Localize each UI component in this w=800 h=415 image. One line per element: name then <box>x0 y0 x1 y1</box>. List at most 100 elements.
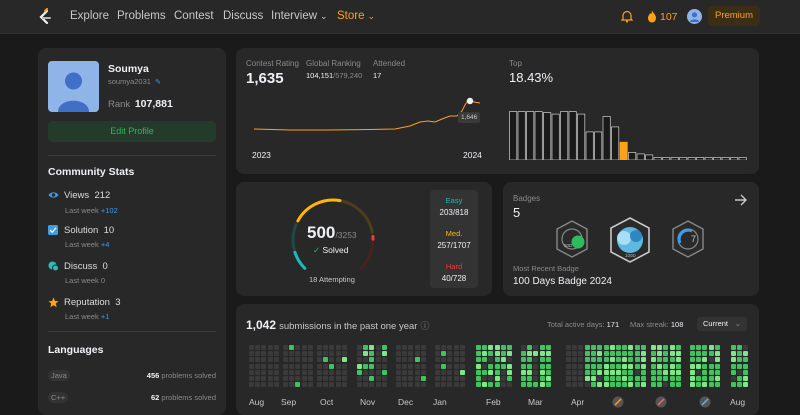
heatmap-cell[interactable] <box>628 369 634 375</box>
heatmap-cell[interactable] <box>494 376 500 381</box>
heatmap-cell[interactable] <box>743 351 749 357</box>
heatmap-cell[interactable] <box>335 382 341 388</box>
heatmap-cell[interactable] <box>533 363 539 369</box>
heatmap-cell[interactable] <box>453 382 459 388</box>
heatmap-cell[interactable] <box>545 351 551 357</box>
heatmap-cell[interactable] <box>566 357 571 363</box>
heatmap-cell[interactable] <box>578 357 584 363</box>
heatmap-cell[interactable] <box>441 357 447 363</box>
heatmap-cell[interactable] <box>494 351 500 357</box>
heatmap-cell[interactable] <box>482 376 488 381</box>
heatmap-cell[interactable] <box>663 351 669 357</box>
heatmap-cell[interactable] <box>335 345 341 350</box>
heatmap-cell[interactable] <box>539 376 545 381</box>
heatmap-cell[interactable] <box>651 357 656 363</box>
heatmap-cell[interactable] <box>273 376 279 381</box>
heatmap-cell[interactable] <box>482 382 488 388</box>
heatmap-cell[interactable] <box>609 357 615 363</box>
heatmap-cell[interactable] <box>622 345 628 350</box>
heatmap-cell[interactable] <box>441 376 447 381</box>
heatmap-cell[interactable] <box>414 382 420 388</box>
heatmap-cell[interactable] <box>369 369 375 375</box>
heatmap-cell[interactable] <box>578 369 584 375</box>
heatmap-cell[interactable] <box>341 351 347 357</box>
heatmap-cell[interactable] <box>622 369 628 375</box>
avatar[interactable] <box>687 9 702 24</box>
badge-icon[interactable]: 100D <box>608 216 652 264</box>
heatmap-cell[interactable] <box>396 357 401 363</box>
nav-explore[interactable]: Explore <box>70 10 109 22</box>
heatmap-cell[interactable] <box>307 369 313 375</box>
heatmap-cell[interactable] <box>545 369 551 375</box>
heatmap-cell[interactable] <box>651 345 656 350</box>
heatmap-cell[interactable] <box>743 363 749 369</box>
heatmap-cell[interactable] <box>500 369 506 375</box>
heatmap-cell[interactable] <box>578 376 584 381</box>
heatmap-cell[interactable] <box>301 382 307 388</box>
heatmap-cell[interactable] <box>651 382 656 388</box>
heatmap-cell[interactable] <box>585 345 590 350</box>
heatmap-cell[interactable] <box>634 369 640 375</box>
heatmap-cell[interactable] <box>396 345 401 350</box>
heatmap-cell[interactable] <box>396 376 401 381</box>
heatmap-cell[interactable] <box>640 351 646 357</box>
nav-problems[interactable]: Problems <box>117 10 166 22</box>
difficulty-medium[interactable]: Med. 257/1707 <box>430 229 478 250</box>
heatmap-cell[interactable] <box>708 382 714 388</box>
heatmap-cell[interactable] <box>402 345 408 350</box>
heatmap-cell[interactable] <box>690 369 695 375</box>
heatmap-cell[interactable] <box>420 382 426 388</box>
heatmap-cell[interactable] <box>420 376 426 381</box>
heatmap-cell[interactable] <box>363 363 369 369</box>
heatmap-cell[interactable] <box>702 376 708 381</box>
heatmap-cell[interactable] <box>651 351 656 357</box>
heatmap-cell[interactable] <box>545 363 551 369</box>
heatmap-cell[interactable] <box>335 351 341 357</box>
heatmap-cell[interactable] <box>521 376 526 381</box>
heatmap-cell[interactable] <box>743 376 749 381</box>
heatmap-cell[interactable] <box>591 376 597 381</box>
heatmap-cell[interactable] <box>295 357 301 363</box>
heatmap-cell[interactable] <box>585 351 590 357</box>
heatmap-cell[interactable] <box>317 369 322 375</box>
heatmap-cell[interactable] <box>273 351 279 357</box>
heatmap-cell[interactable] <box>267 363 273 369</box>
heatmap-cell[interactable] <box>488 382 494 388</box>
heatmap-cell[interactable] <box>249 345 254 350</box>
heatmap-cell[interactable] <box>369 357 375 363</box>
heatmap-cell[interactable] <box>690 345 695 350</box>
heatmap-cell[interactable] <box>329 351 335 357</box>
heatmap-cell[interactable] <box>597 357 603 363</box>
heatmap-cell[interactable] <box>578 345 584 350</box>
heatmap-cell[interactable] <box>369 382 375 388</box>
heatmap-cell[interactable] <box>273 357 279 363</box>
heatmap-cell[interactable] <box>323 369 329 375</box>
heatmap-cell[interactable] <box>255 376 261 381</box>
heatmap-cell[interactable] <box>283 369 288 375</box>
heatmap-cell[interactable] <box>634 357 640 363</box>
heatmap-cell[interactable] <box>609 369 615 375</box>
info-icon[interactable]: ⓘ <box>420 321 430 331</box>
heatmap-cell[interactable] <box>408 363 414 369</box>
heatmap-cell[interactable] <box>375 363 381 369</box>
heatmap-cell[interactable] <box>690 357 695 363</box>
heatmap-cell[interactable] <box>357 345 362 350</box>
heatmap-cell[interactable] <box>737 376 743 381</box>
heatmap-cell[interactable] <box>408 345 414 350</box>
heatmap-cell[interactable] <box>482 363 488 369</box>
heatmap-cell[interactable] <box>616 369 621 375</box>
heatmap-cell[interactable] <box>255 357 261 363</box>
bell-icon[interactable] <box>621 10 633 23</box>
heatmap-cell[interactable] <box>317 345 322 350</box>
heatmap-cell[interactable] <box>527 382 533 388</box>
heatmap-cell[interactable] <box>494 363 500 369</box>
heatmap-cell[interactable] <box>500 382 506 388</box>
heatmap-cell[interactable] <box>459 363 465 369</box>
nav-discuss[interactable]: Discuss <box>223 10 264 22</box>
heatmap-cell[interactable] <box>616 376 621 381</box>
fire-icon[interactable] <box>647 10 657 23</box>
heatmap-cell[interactable] <box>441 363 447 369</box>
heatmap-cell[interactable] <box>341 376 347 381</box>
heatmap-cell[interactable] <box>714 369 720 375</box>
heatmap-cell[interactable] <box>521 345 526 350</box>
